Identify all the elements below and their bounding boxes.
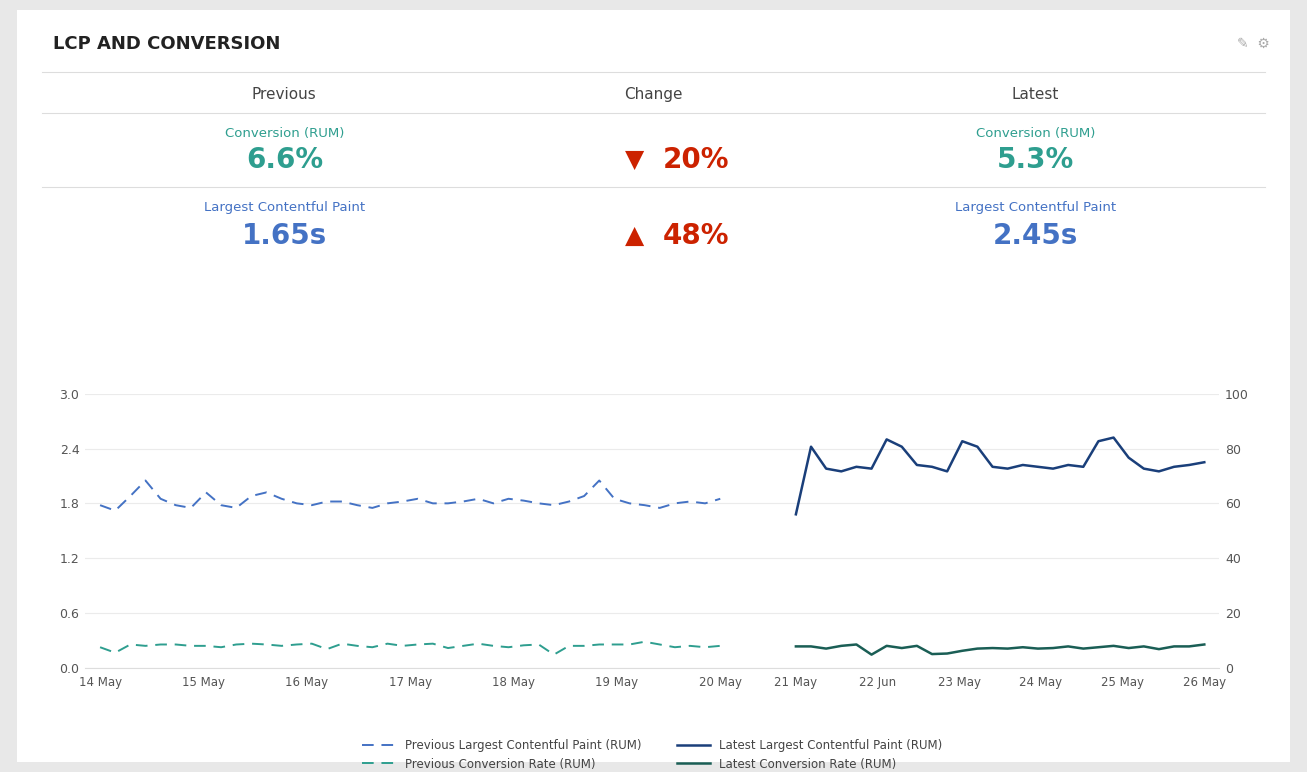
Text: ✎  ⚙: ✎ ⚙ bbox=[1236, 37, 1269, 51]
Legend: Previous Largest Contentful Paint (RUM), Previous Conversion Rate (RUM), Latest : Previous Largest Contentful Paint (RUM),… bbox=[357, 734, 948, 772]
Text: LCP AND CONVERSION: LCP AND CONVERSION bbox=[52, 35, 280, 52]
Text: Change: Change bbox=[625, 86, 682, 102]
Text: 20%: 20% bbox=[663, 147, 729, 174]
Text: ▲: ▲ bbox=[625, 224, 644, 248]
Text: 6.6%: 6.6% bbox=[246, 147, 323, 174]
Text: Latest: Latest bbox=[1012, 86, 1059, 102]
Text: Conversion (RUM): Conversion (RUM) bbox=[225, 127, 344, 140]
Text: 48%: 48% bbox=[663, 222, 729, 249]
Text: Largest Contentful Paint: Largest Contentful Paint bbox=[204, 201, 365, 214]
Text: 5.3%: 5.3% bbox=[997, 147, 1074, 174]
Text: Largest Contentful Paint: Largest Contentful Paint bbox=[955, 201, 1116, 214]
Text: 1.65s: 1.65s bbox=[242, 222, 327, 249]
Text: ▼: ▼ bbox=[625, 148, 644, 172]
Text: Previous: Previous bbox=[252, 86, 316, 102]
Text: Conversion (RUM): Conversion (RUM) bbox=[976, 127, 1095, 140]
Text: 2.45s: 2.45s bbox=[993, 222, 1078, 249]
